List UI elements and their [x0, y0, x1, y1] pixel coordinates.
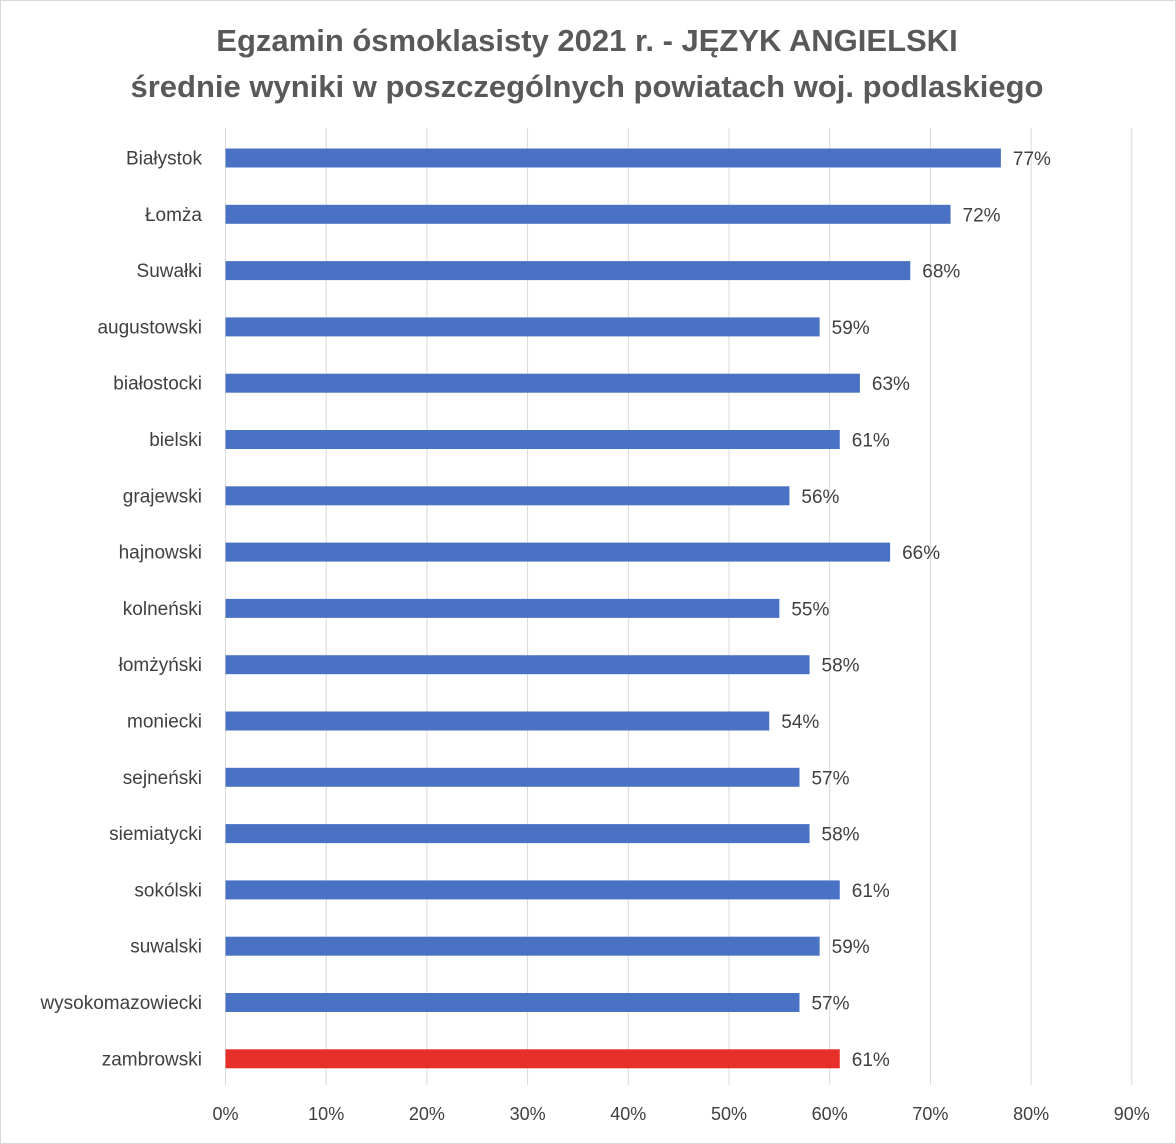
bar-9	[225, 655, 810, 675]
category-label: wysokomazowiecki	[39, 993, 202, 1014]
data-label: 72%	[963, 205, 1001, 226]
bar-7	[225, 542, 891, 562]
category-label: sejneński	[123, 768, 202, 789]
data-label: 61%	[852, 1050, 890, 1071]
bar-2	[225, 261, 911, 281]
data-label: 58%	[822, 825, 860, 846]
bar-6	[225, 486, 790, 506]
x-tick-label: 0%	[212, 1104, 238, 1124]
category-label: hajnowski	[119, 543, 202, 564]
bar-14	[225, 936, 820, 956]
x-tick-label: 30%	[510, 1104, 546, 1124]
data-label: 56%	[801, 487, 839, 508]
category-label: moniecki	[127, 712, 202, 733]
category-label: suwalski	[130, 937, 202, 958]
category-label: zambrowski	[102, 1049, 202, 1070]
x-tick-label: 50%	[711, 1104, 747, 1124]
bar-13	[225, 880, 840, 900]
x-tick-label: 40%	[610, 1104, 646, 1124]
category-label: Łomża	[145, 205, 202, 226]
x-tick-label: 80%	[1013, 1104, 1049, 1124]
category-label: siemiatycki	[109, 824, 202, 845]
x-tick-label: 10%	[308, 1104, 344, 1124]
data-label: 66%	[902, 543, 940, 564]
chart-title: Egzamin ósmoklasisty 2021 r. - JĘZYK ANG…	[216, 23, 958, 58]
x-tick-labels: 0% 10% 20% 30% 40% 50% 60% 70% 80% 90%	[212, 1104, 1149, 1124]
bar-11	[225, 767, 800, 787]
data-label: 59%	[832, 937, 870, 958]
x-tick-label: 70%	[912, 1104, 948, 1124]
x-tick-label: 90%	[1114, 1104, 1150, 1124]
bars	[225, 148, 1001, 1069]
bar-12	[225, 824, 810, 844]
bar-0	[225, 148, 1001, 168]
data-label: 77%	[1013, 149, 1051, 170]
data-label: 57%	[811, 994, 849, 1015]
bar-8	[225, 598, 780, 618]
category-label: augustowski	[97, 317, 202, 338]
data-labels: 77% 72% 68% 59% 63% 61% 56% 66% 55% 58% 54% 57% 58% 6…	[781, 149, 1051, 1071]
data-label: 61%	[852, 431, 890, 452]
category-label: Białystok	[126, 149, 203, 170]
bar-1	[225, 204, 951, 224]
bar-10	[225, 711, 770, 731]
bar-5	[225, 430, 840, 449]
bar-4	[225, 373, 860, 393]
bar-3	[225, 317, 820, 337]
category-label: Suwałki	[137, 261, 202, 282]
category-label: sokólski	[134, 880, 202, 901]
data-label: 63%	[872, 374, 910, 395]
chart-subtitle: średnie wyniki w poszczególnych powiatac…	[130, 69, 1044, 104]
category-label: grajewski	[123, 486, 202, 507]
category-label: bielski	[149, 430, 202, 451]
data-label: 54%	[781, 712, 819, 733]
category-labels: Białystok Łomża Suwałki augustowski białosto…	[39, 149, 202, 1071]
x-tick-label: 20%	[409, 1104, 445, 1124]
category-label: białostocki	[113, 374, 202, 395]
category-label: łomżyński	[119, 655, 202, 676]
x-tick-label: 60%	[812, 1104, 848, 1124]
chart-title-block: Egzamin ósmoklasisty 2021 r. - JĘZYK ANG…	[0, 18, 1174, 110]
bar-16	[225, 1049, 840, 1069]
data-label: 58%	[822, 656, 860, 677]
category-label: kolneński	[123, 599, 202, 620]
data-label: 61%	[852, 881, 890, 902]
data-label: 59%	[832, 318, 870, 339]
data-label: 68%	[922, 262, 960, 283]
data-label: 55%	[791, 599, 829, 620]
data-label: 57%	[811, 768, 849, 789]
bar-15	[225, 993, 800, 1012]
